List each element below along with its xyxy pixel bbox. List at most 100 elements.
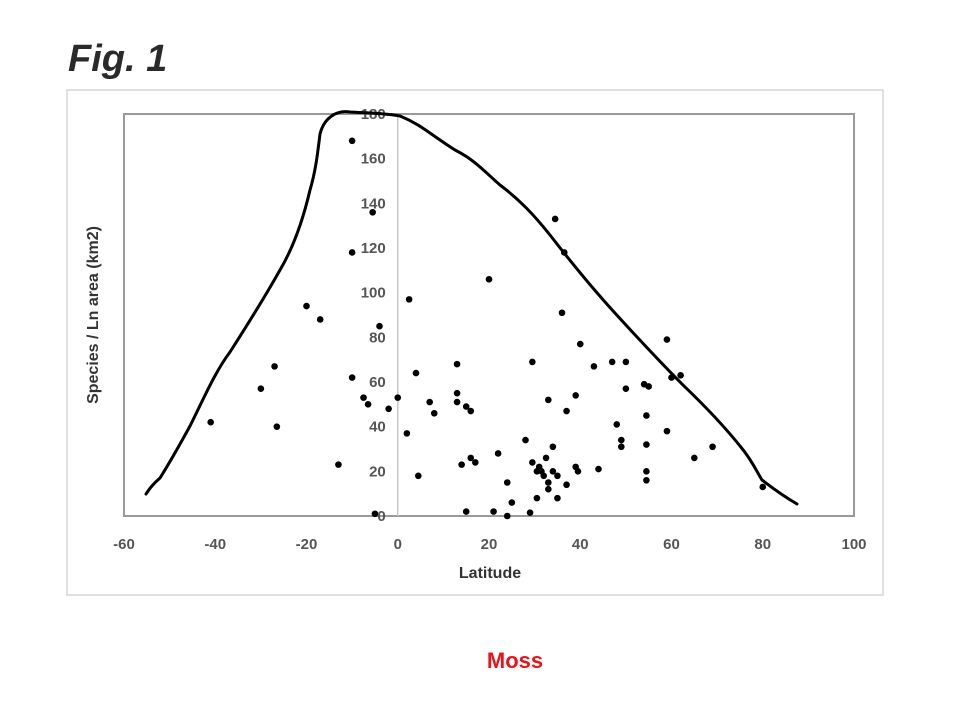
data-point [545,396,552,404]
figure-title: Fig. 1 [68,38,168,80]
data-point [663,427,671,435]
data-point [551,215,559,223]
data-point [554,472,561,480]
data-point [364,401,372,408]
data-point [394,394,402,401]
data-point [412,369,420,377]
x-tick-label: 0 [394,536,402,553]
data-point [485,275,493,283]
data-point [526,509,534,516]
data-point [426,398,433,406]
data-point [403,430,411,437]
data-point [558,309,566,317]
data-point [360,394,367,401]
x-tick-label: 20 [481,536,498,553]
data-point [572,392,579,399]
y-tick-label: 40 [369,419,386,436]
data-point [207,418,214,426]
data-points [207,137,767,520]
data-point [643,476,650,484]
data-point [618,436,625,444]
data-point [759,483,767,491]
data-point [563,481,570,489]
data-point [414,472,422,480]
data-point [622,385,630,393]
y-tick-label: 20 [369,463,386,480]
data-point [576,340,584,348]
y-tick-label: 100 [361,285,386,302]
data-point [522,436,529,444]
data-point [574,468,582,475]
x-tick-label: -20 [296,536,318,553]
data-point [462,508,470,515]
data-point [348,374,356,381]
y-tick-label: 160 [361,151,386,168]
data-point [508,499,516,506]
data-point [303,302,310,310]
data-point [257,385,265,393]
tick-labels: -60 -40 -20 0 20 40 60 80 100 0 20 40 60 80 100 120 140 1… [113,106,866,553]
data-point [453,389,461,397]
data-point [545,479,552,486]
data-point [316,316,324,323]
data-point [335,461,342,468]
y-axis-label: Species / Ln area (km2) [85,226,102,404]
x-tick-label: -60 [113,536,135,553]
data-point [430,409,438,417]
data-point [645,383,652,390]
data-point [663,336,671,343]
data-point [590,363,598,370]
data-point [376,322,383,330]
data-point [490,508,497,515]
data-point [643,468,650,475]
y-tick-label: 120 [361,240,386,257]
data-point [348,249,356,256]
plot-area-frame [123,113,855,517]
data-point [709,443,716,451]
data-point [467,407,475,415]
data-point [529,358,536,366]
y-tick-label: 0 [377,508,385,525]
x-tick-label: 40 [572,536,589,553]
y-tick-label: 140 [361,195,386,212]
x-tick-label: -40 [204,536,226,553]
data-point [613,421,621,428]
caption: Moss [486,648,544,673]
x-tick-label: 80 [754,536,771,553]
x-tick-label: 100 [841,536,866,553]
data-point [549,468,557,475]
data-point [271,363,278,370]
data-point [503,512,511,520]
y-tick-label: 60 [369,374,386,391]
x-axis-label: Latitude [459,565,521,582]
data-point [542,454,550,462]
data-point [545,485,552,493]
data-point [273,423,281,430]
envelope-curve [144,110,799,506]
data-point [472,459,479,466]
data-point [453,360,461,368]
data-point [643,441,650,448]
data-point [643,412,650,419]
data-point [554,494,561,502]
data-point [458,461,465,468]
data-point [677,372,684,379]
data-point [462,403,470,410]
data-point [691,454,698,462]
data-point [540,472,548,480]
data-point [371,510,379,518]
data-point [563,407,570,415]
data-point [622,358,630,366]
x-tick-label: 60 [663,536,680,553]
data-point [494,450,502,457]
chart-area-frame [66,89,884,596]
data-point [385,405,392,413]
data-point [467,454,475,462]
data-point [369,208,376,216]
data-point [608,358,616,366]
data-point [453,398,461,406]
data-point [618,443,625,451]
data-point [549,443,557,451]
data-point [348,137,356,145]
